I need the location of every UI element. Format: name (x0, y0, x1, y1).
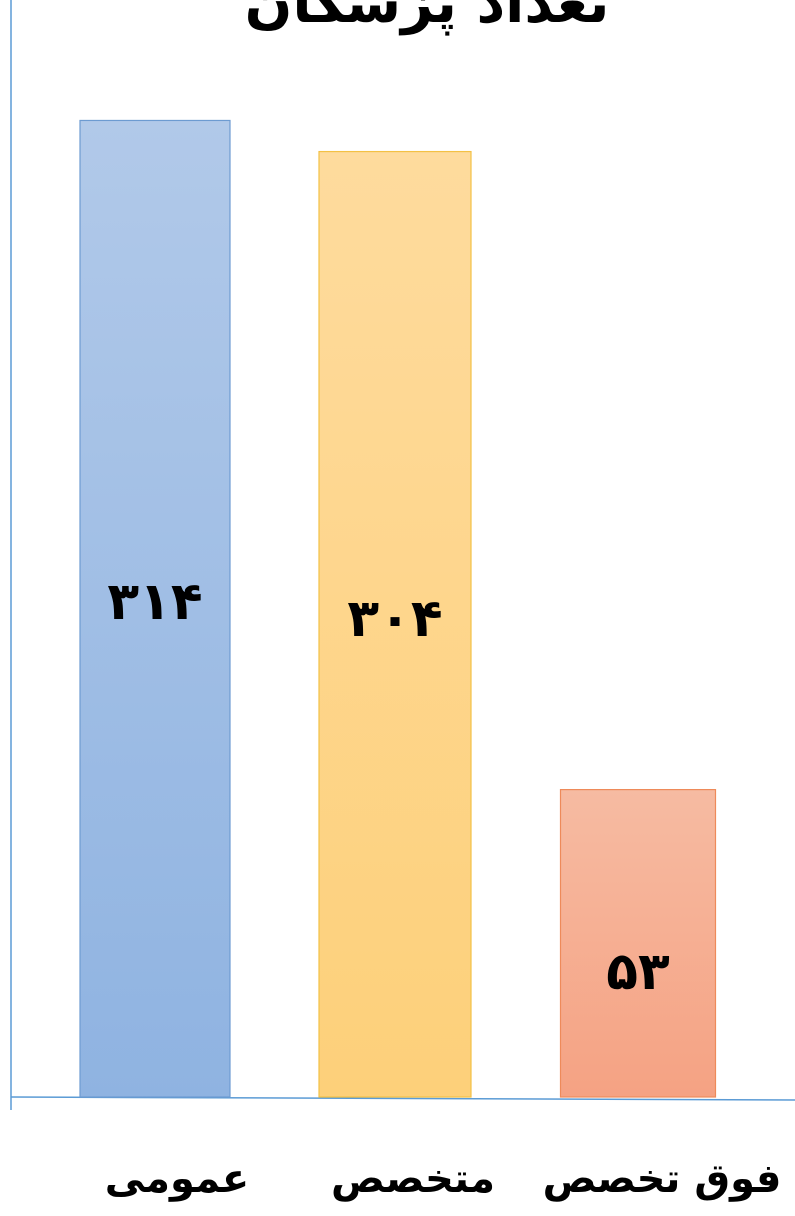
category-labels-group: عمومی متخصص فوق تخصص (105, 1156, 782, 1202)
bar-0 (79, 119, 231, 1098)
category-label-1: متخصص (331, 1156, 495, 1202)
bars-group (79, 119, 717, 1098)
category-label-0: عمومی (105, 1156, 249, 1202)
value-label-0: ۳۱۴ (107, 572, 202, 632)
category-label-2: فوق تخصص (543, 1156, 782, 1202)
value-label-1: ۳۰۴ (347, 589, 442, 649)
value-label-2: ۵۳ (606, 942, 670, 1002)
bar-2 (559, 788, 717, 1098)
chart-title: تعداد پزشکان (245, 0, 610, 36)
value-labels-group: ۳۱۴ ۳۰۴ ۵۳ (107, 572, 670, 1002)
bar-1 (318, 150, 472, 1098)
